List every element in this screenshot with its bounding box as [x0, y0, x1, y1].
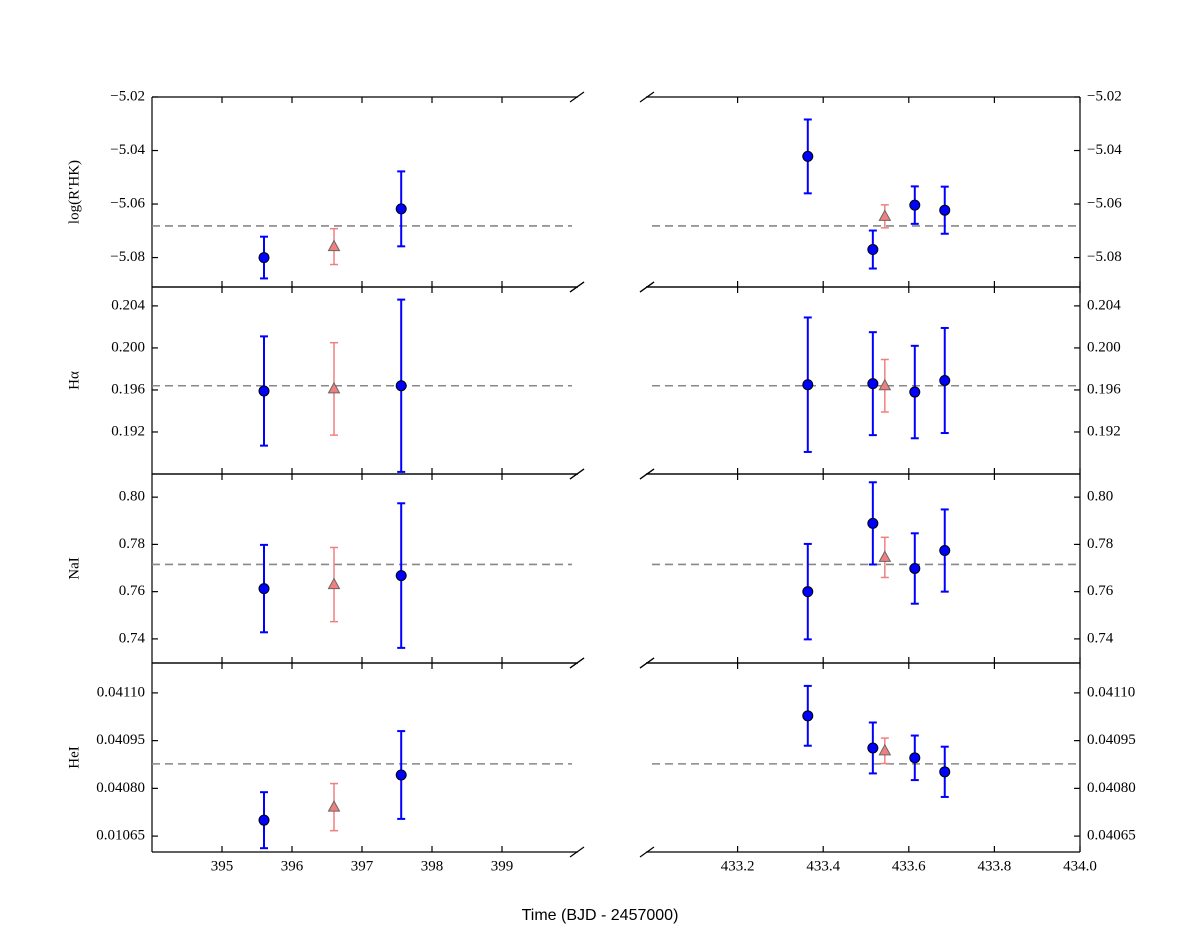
y-tick-label: 0.04095: [1087, 732, 1136, 748]
y-tick-label: 0.78: [119, 536, 145, 552]
y-tick-label: 0.04095: [96, 732, 145, 748]
point-marker: [909, 199, 921, 211]
x-tick-label: 433.8: [978, 858, 1012, 874]
point-marker: [939, 766, 951, 778]
point-marker: [867, 517, 879, 529]
point-marker: [802, 150, 814, 162]
point-marker: [878, 209, 892, 221]
point-marker: [327, 800, 341, 812]
point-marker: [258, 814, 270, 826]
point-marker: [867, 244, 879, 256]
y-tick-label: −5.06: [1087, 195, 1122, 211]
y-tick-label: 0.192: [1087, 423, 1121, 439]
y-tick-label: 0.196: [111, 381, 145, 397]
point-marker: [327, 577, 341, 590]
y-tick-label: 0.01065: [96, 828, 145, 844]
x-tick-label: 433.6: [892, 858, 926, 874]
y-tick-label: −5.02: [1087, 88, 1122, 104]
y-axis-label: HeI: [66, 746, 82, 769]
point-marker: [395, 769, 407, 781]
point-marker: [878, 378, 892, 391]
point-marker: [939, 204, 951, 216]
y-axis-label: Hα: [66, 371, 82, 390]
y-tick-label: −5.04: [1087, 142, 1122, 158]
y-tick-label: −5.06: [110, 195, 145, 211]
y-tick-label: 0.192: [111, 423, 145, 439]
point-marker: [258, 252, 270, 264]
y-axis-label: NaI: [66, 557, 82, 580]
y-tick-label: 0.74: [119, 630, 146, 646]
point-marker: [258, 583, 270, 595]
point-marker: [878, 550, 892, 562]
y-tick-label: −5.04: [110, 142, 145, 158]
axis-break: [639, 281, 655, 293]
y-tick-label: 0.74: [1087, 630, 1114, 646]
y-tick-label: 0.76: [119, 583, 146, 599]
point-marker: [909, 752, 921, 764]
point-marker: [867, 378, 879, 390]
point-marker: [258, 385, 270, 397]
axis-break: [639, 91, 655, 103]
x-tick-label: 397: [351, 858, 374, 874]
y-tick-label: 0.76: [1087, 583, 1114, 599]
axis-break: [569, 468, 585, 480]
axis-break: [569, 91, 585, 103]
axis-break: [639, 657, 655, 669]
x-axis-label: Time (BJD - 2457000): [522, 907, 679, 924]
point-marker: [909, 563, 921, 574]
y-tick-label: −5.08: [1087, 249, 1122, 265]
x-tick-label: 396: [281, 858, 304, 874]
x-tick-label: 434.0: [1063, 858, 1097, 874]
axis-break: [569, 281, 585, 293]
y-tick-label: 0.04080: [1087, 780, 1136, 796]
axis-break: [569, 846, 585, 858]
y-tick-label: −5.08: [110, 249, 145, 265]
point-marker: [327, 381, 341, 394]
y-tick-label: 0.04080: [96, 780, 145, 796]
axis-break: [569, 657, 585, 669]
point-marker: [878, 743, 892, 756]
y-tick-label: 0.196: [1087, 381, 1121, 397]
point-marker: [395, 203, 407, 215]
point-marker: [939, 375, 951, 386]
y-tick-label: 0.204: [111, 297, 145, 313]
y-tick-label: 0.80: [119, 489, 145, 505]
point-marker: [909, 386, 921, 398]
x-tick-label: 433.2: [721, 858, 755, 874]
point-marker: [867, 742, 879, 754]
axis-break: [639, 468, 655, 480]
y-tick-label: 0.04065: [1087, 828, 1136, 844]
x-tick-label: 433.4: [806, 858, 840, 874]
y-tick-label: −5.02: [110, 88, 145, 104]
point-marker: [802, 710, 814, 722]
point-marker: [802, 586, 814, 598]
y-tick-label: 0.200: [111, 339, 145, 355]
point-marker: [327, 239, 341, 252]
point-marker: [395, 380, 407, 392]
point-marker: [395, 570, 407, 582]
x-tick-label: 398: [421, 858, 444, 874]
y-tick-label: 0.200: [1087, 339, 1121, 355]
point-marker: [802, 379, 814, 391]
x-tick-label: 399: [491, 858, 514, 874]
y-tick-label: 0.04110: [97, 684, 145, 700]
y-axis-label: log(R′HK): [66, 160, 82, 224]
y-tick-label: 0.78: [1087, 536, 1113, 552]
y-tick-label: 0.04110: [1087, 684, 1135, 700]
y-tick-label: 0.204: [1087, 297, 1121, 313]
axis-break: [639, 846, 655, 858]
y-tick-label: 0.80: [1087, 489, 1113, 505]
point-marker: [939, 545, 951, 557]
x-tick-label: 395: [211, 858, 234, 874]
